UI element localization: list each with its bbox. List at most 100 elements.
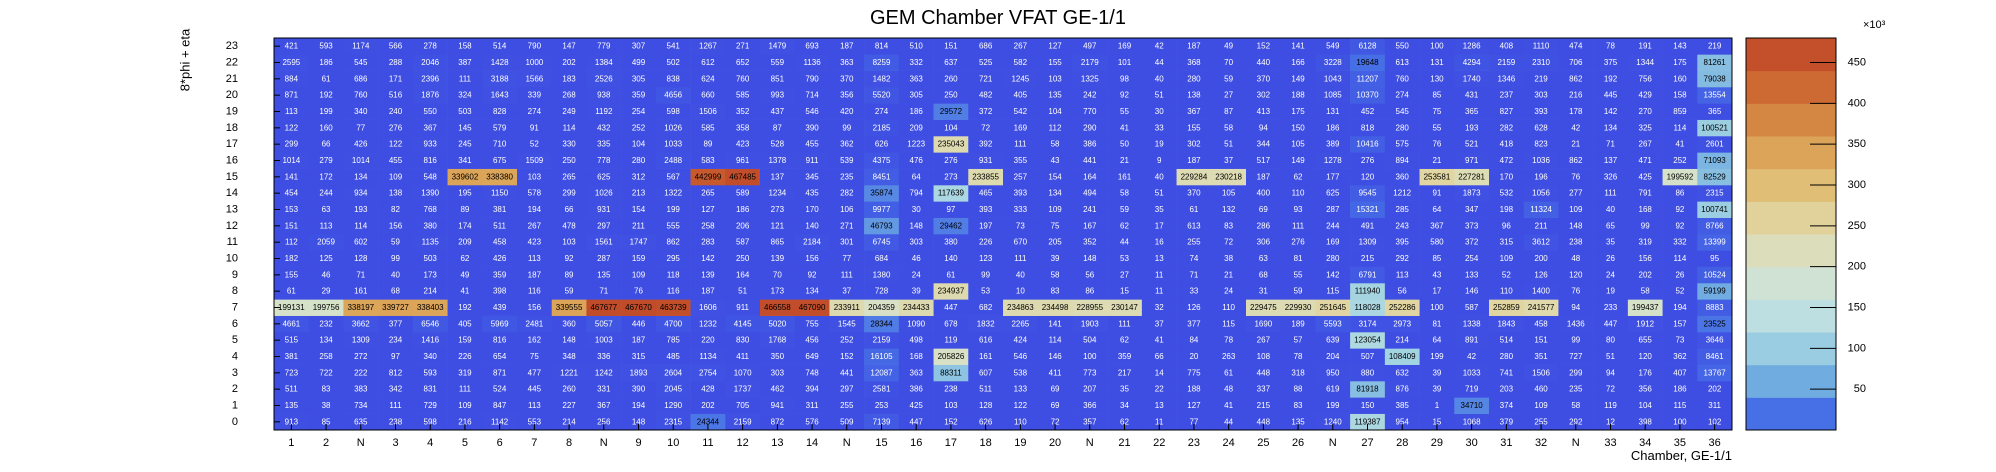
heatmap-cell — [1558, 185, 1594, 202]
plot-frame — [273, 37, 1733, 431]
heatmap-cell — [1489, 152, 1525, 169]
cell-label: 234433 — [903, 303, 930, 312]
heatmap-cell — [1489, 185, 1525, 202]
cell-label: 234498 — [1042, 303, 1069, 312]
heatmap-cell — [1558, 250, 1594, 267]
heatmap-cell — [378, 87, 414, 104]
cell-label: 876 — [1396, 385, 1410, 394]
cell-label: 11 — [1155, 287, 1164, 296]
cell-label: 1026 — [664, 123, 682, 132]
heatmap-cell — [1558, 119, 1594, 137]
cell-label: 226 — [458, 352, 472, 361]
heatmap-cell — [1003, 283, 1039, 300]
heatmap-cell — [898, 234, 934, 251]
heatmap-cell — [1072, 54, 1108, 71]
heatmap-cell — [933, 332, 969, 349]
heatmap-cell — [1419, 234, 1455, 251]
y-tick-label: 23 — [226, 40, 238, 52]
heatmap-cell — [1141, 185, 1177, 202]
cell-label: 40 — [1606, 205, 1615, 214]
heatmap-cell — [1141, 168, 1177, 186]
cell-label: 186 — [736, 205, 750, 214]
cell-label: 626 — [979, 417, 993, 426]
heatmap-cell — [1246, 332, 1282, 349]
heatmap-cell — [1003, 70, 1039, 88]
cell-label: 120 — [1361, 172, 1375, 181]
cell-label: 37 — [1155, 319, 1164, 328]
heatmap-cell — [343, 348, 379, 365]
cell-label: 27 — [1224, 91, 1233, 100]
heatmap-cell — [447, 364, 483, 382]
heatmap-cell — [1662, 413, 1698, 431]
cell-label: 393 — [1014, 189, 1028, 198]
cell-label: 73 — [1016, 221, 1025, 230]
heatmap-cell — [1662, 103, 1698, 120]
heatmap-cell — [378, 217, 414, 235]
cell-label: 29572 — [940, 107, 963, 116]
heatmap-cell — [1211, 70, 1247, 88]
heatmap-cell — [343, 299, 379, 316]
heatmap-cell — [586, 54, 622, 71]
cell-label: 119387 — [1354, 417, 1381, 426]
cell-label: 104 — [632, 140, 646, 149]
heatmap-cell — [829, 234, 865, 251]
heatmap-cell — [760, 168, 796, 186]
cell-label: 363 — [910, 74, 924, 83]
heatmap-cell — [1211, 54, 1247, 71]
cell-label: 126 — [1187, 303, 1201, 312]
heatmap-cell — [517, 413, 553, 431]
heatmap-cell — [829, 201, 865, 218]
cell-label: 541 — [667, 42, 681, 51]
heatmap-cell — [829, 250, 865, 267]
cell-label: 178 — [1569, 107, 1583, 116]
heatmap-cell — [343, 381, 379, 398]
cell-label: 2973 — [1393, 319, 1411, 328]
cell-label: 229475 — [1250, 303, 1277, 312]
heatmap-cell — [1107, 70, 1143, 88]
cell-label: 128 — [354, 254, 368, 263]
heatmap-cell — [274, 234, 310, 251]
cell-label: 127 — [1048, 42, 1062, 51]
cell-label: 76 — [1432, 140, 1441, 149]
heatmap-cell — [1697, 70, 1733, 88]
cell-label: 478 — [562, 221, 576, 230]
heatmap-cell — [447, 103, 483, 120]
cell-label: 632 — [1396, 368, 1410, 377]
cell-label: 1380 — [873, 270, 891, 279]
heatmap-cell — [829, 103, 865, 120]
heatmap-cell — [621, 283, 657, 300]
cell-label: 339555 — [556, 303, 583, 312]
heatmap-cell — [968, 152, 1004, 169]
heatmap-cell — [829, 299, 865, 316]
heatmap-cell — [1315, 54, 1351, 71]
heatmap-cell — [1003, 185, 1039, 202]
heatmap-cell — [1176, 54, 1212, 71]
heatmap-cell — [308, 332, 344, 349]
cell-label: 211 — [1535, 221, 1548, 230]
heatmap-cell — [1280, 152, 1316, 169]
heatmap-cell — [551, 185, 587, 202]
heatmap-cell — [1384, 168, 1420, 186]
cell-label: 82 — [391, 205, 400, 214]
heatmap-cell — [1280, 217, 1316, 235]
heatmap-cell — [343, 217, 379, 235]
y-tick-label: 9 — [232, 269, 238, 281]
cell-label: 101 — [1118, 58, 1132, 67]
cell-label: 370 — [1257, 74, 1271, 83]
heatmap-cell — [621, 152, 657, 169]
cell-label: 13399 — [1704, 238, 1727, 247]
cell-label: 14 — [1155, 368, 1164, 377]
heatmap-cell — [517, 266, 553, 284]
heatmap-cell — [378, 201, 414, 218]
heatmap-cell — [1454, 38, 1490, 55]
heatmap-cell — [517, 185, 553, 202]
cell-label: 85 — [1432, 91, 1441, 100]
heatmap-cell — [1384, 364, 1420, 382]
heatmap-cell — [1523, 266, 1559, 284]
heatmap-cell — [274, 103, 310, 120]
cell-label: 871 — [285, 91, 299, 100]
cell-label: 280 — [632, 156, 646, 165]
heatmap-cell — [308, 136, 344, 153]
cell-label: 154 — [632, 205, 646, 214]
heatmap-cell — [1003, 266, 1039, 284]
